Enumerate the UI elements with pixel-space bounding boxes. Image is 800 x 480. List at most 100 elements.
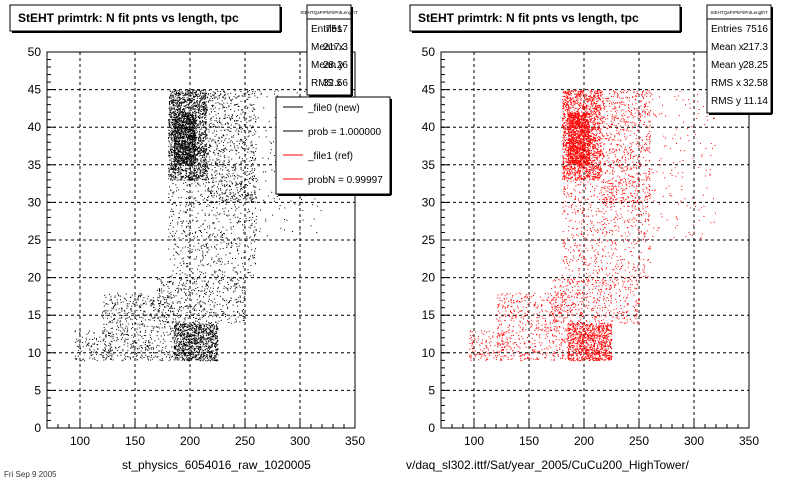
scatter-point (212, 352, 213, 354)
scatter-point (192, 171, 194, 173)
scatter-point (204, 153, 206, 155)
scatter-point (246, 237, 248, 239)
scatter-point (206, 153, 208, 154)
scatter-point (178, 146, 180, 148)
scatter-point (218, 229, 220, 231)
scatter-point (191, 249, 193, 251)
y-tick-label: 5 (34, 383, 41, 397)
scatter-point (197, 143, 199, 145)
scatter-point (190, 99, 192, 101)
scatter-point (222, 149, 224, 151)
scatter-point (209, 99, 211, 101)
scatter-point (183, 121, 185, 123)
scatter-point (188, 125, 190, 127)
scatter-point (169, 113, 171, 115)
scatter-point (172, 211, 174, 213)
scatter-point (172, 203, 174, 205)
scatter-point (185, 174, 187, 176)
scatter-point (181, 147, 183, 149)
scatter-point (169, 123, 170, 125)
scatter-point (174, 172, 176, 174)
scatter-point (198, 104, 200, 106)
scatter-point (188, 294, 190, 296)
scatter-point (252, 198, 254, 200)
scatter-point (242, 263, 244, 265)
scatter-point (193, 151, 195, 153)
scatter-point (176, 148, 178, 150)
scatter-point (247, 106, 249, 108)
scatter-point (209, 290, 211, 292)
scatter-point (254, 226, 256, 228)
scatter-point (205, 112, 207, 114)
scatter-point (212, 159, 214, 161)
scatter-point (179, 150, 181, 152)
scatter-point (231, 315, 233, 317)
scatter-point (252, 179, 254, 181)
scatter-point (235, 283, 237, 285)
scatter-point (250, 104, 252, 106)
scatter-point (206, 147, 208, 149)
scatter-point (178, 102, 180, 104)
scatter-point (219, 150, 221, 152)
scatter-point (173, 97, 175, 98)
scatter-point (254, 250, 256, 252)
scatter-point (254, 116, 256, 118)
scatter-point (232, 197, 233, 199)
scatter-point (185, 131, 187, 133)
scatter-point (170, 127, 171, 129)
scatter-point (239, 143, 240, 145)
scatter-point (199, 129, 201, 131)
scatter-point (220, 93, 222, 95)
scatter-point (194, 146, 196, 148)
scatter-point (209, 354, 211, 356)
scatter-point (202, 162, 204, 164)
scatter-point (255, 118, 257, 120)
scatter-point (234, 169, 236, 171)
scatter-point (248, 90, 250, 92)
scatter-point (163, 284, 164, 286)
scatter-point (181, 284, 183, 286)
scatter-point (192, 105, 194, 107)
scatter-point (219, 213, 221, 215)
scatter-point (193, 203, 195, 205)
scatter-point (174, 327, 176, 328)
scatter-point (240, 138, 241, 140)
scatter-point (182, 156, 184, 158)
scatter-point (206, 206, 208, 207)
scatter-point (168, 309, 169, 311)
scatter-point (185, 285, 187, 287)
scatter-point (199, 169, 201, 171)
scatter-point (253, 104, 255, 105)
scatter-point (192, 98, 194, 100)
scatter-point (207, 204, 209, 206)
scatter-point (198, 168, 200, 170)
scatter-point (246, 138, 248, 140)
scatter-point (200, 358, 202, 360)
scatter-point (242, 158, 243, 160)
scatter-point (188, 93, 190, 95)
scatter-point (231, 98, 233, 100)
scatter-point (173, 169, 175, 170)
scatter-point (236, 114, 238, 116)
scatter-point (191, 164, 193, 166)
scatter-point (230, 124, 232, 126)
scatter-point (205, 134, 207, 136)
scatter-point (183, 118, 185, 120)
scatter-point (181, 129, 182, 131)
scatter-point (179, 157, 180, 159)
scatter-point (188, 176, 190, 178)
scatter-point (180, 128, 182, 130)
scatter-point (253, 197, 255, 199)
scatter-point (179, 129, 181, 131)
scatter-point (167, 295, 169, 297)
scatter-point (191, 305, 193, 307)
scatter-point (240, 296, 241, 298)
scatter-point (234, 193, 236, 195)
scatter-point (246, 220, 248, 222)
scatter-point (183, 158, 185, 160)
scatter-point (216, 144, 218, 146)
scatter-point (173, 124, 175, 125)
scatter-point (218, 140, 220, 141)
scatter-point (178, 328, 180, 329)
scatter-point (187, 141, 189, 143)
